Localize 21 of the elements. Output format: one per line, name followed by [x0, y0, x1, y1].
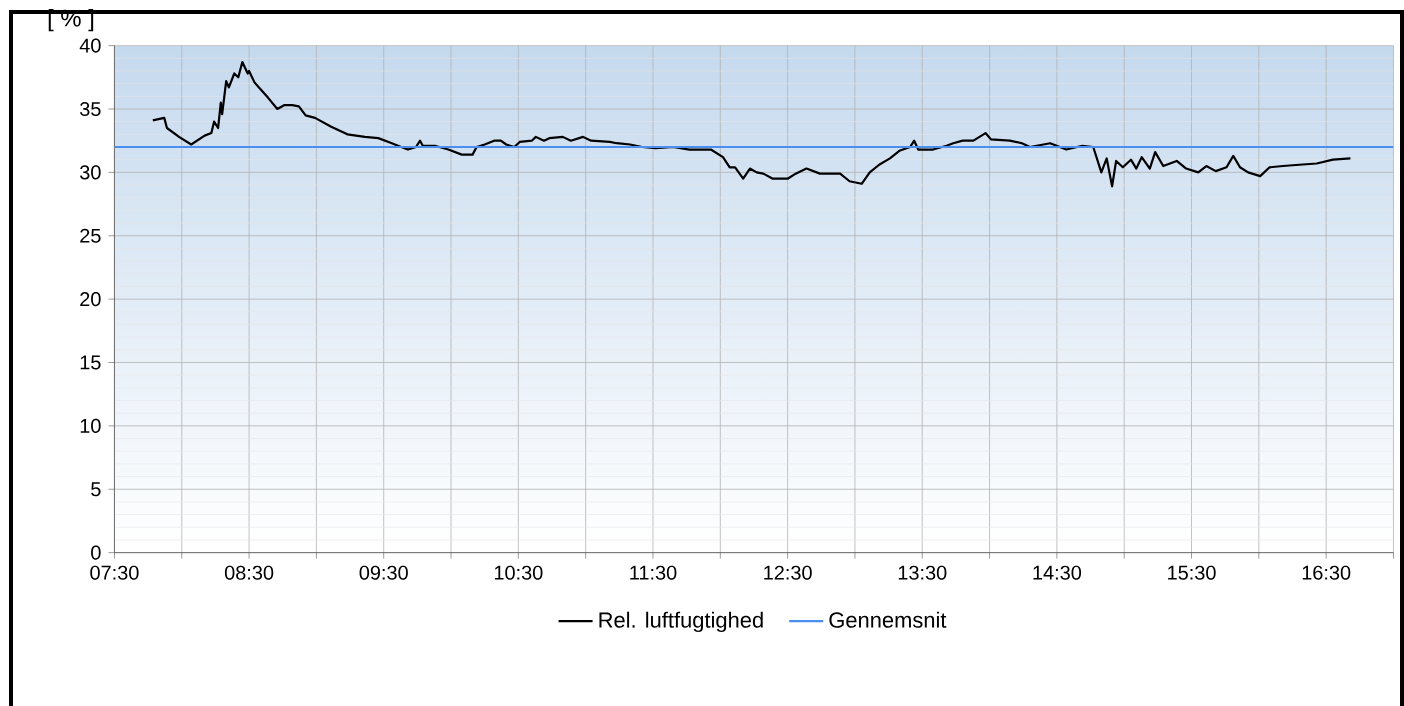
x-tick-label: 07:30	[90, 565, 139, 580]
legend-label: Gennemsnit	[829, 611, 947, 628]
y-tick-label: 0	[91, 545, 101, 560]
x-tick-label: 15:30	[1168, 565, 1216, 580]
x-tick-label: 12:30	[764, 565, 812, 580]
legend-label: Rel. luftfugtighed	[599, 611, 763, 633]
x-tick-label: 10:30	[494, 565, 543, 580]
y-tick-label: 15	[80, 355, 101, 370]
y-tick-label: 40	[79, 38, 101, 53]
x-tick-label: 11:30	[630, 565, 677, 580]
y-tick-label: 10	[80, 418, 101, 433]
y-tick-label: 20	[80, 292, 101, 307]
x-tick-label: 14:30	[1033, 565, 1082, 580]
x-tick-label: 09:30	[359, 565, 408, 580]
y-tick-label: 35	[79, 101, 101, 117]
y-tick-label: 30	[79, 165, 101, 180]
x-tick-label: 13:30	[898, 565, 947, 580]
x-tick-label: 16:30	[1302, 565, 1351, 580]
y-tick-label: 25	[80, 228, 101, 243]
x-tick-label: 08:30	[224, 565, 274, 580]
y-tick-label: 5	[91, 482, 101, 497]
